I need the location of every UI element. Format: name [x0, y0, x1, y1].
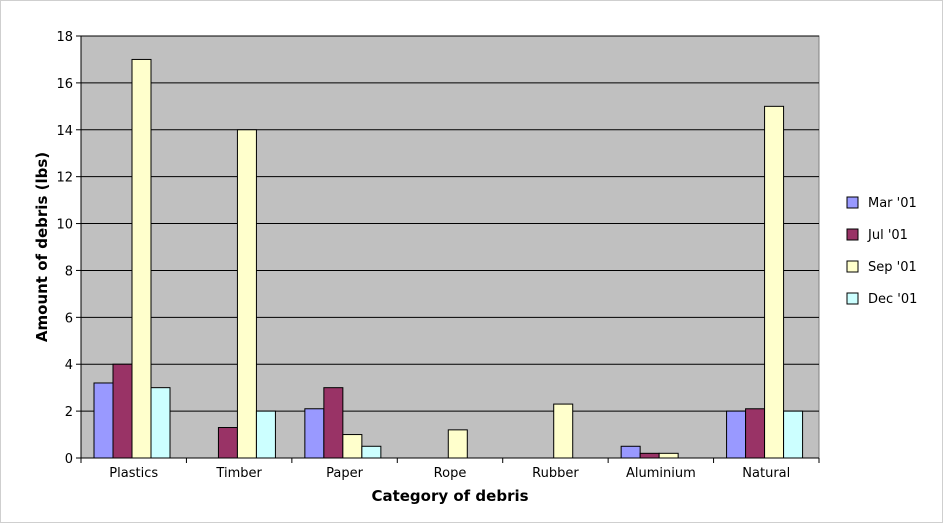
bar-plastics-0 — [93, 382, 114, 459]
y-tick-label: 6 — [65, 311, 73, 326]
legend-swatch — [846, 228, 859, 241]
x-tick-label: Timber — [215, 466, 262, 481]
x-tick-label: Plastics — [109, 466, 158, 481]
y-tick-labels: 0 2 4 6 8 10 12 14 16 18 — [56, 30, 73, 467]
legend-swatch — [846, 292, 859, 305]
gridlines — [81, 35, 819, 412]
bar-natural-2 — [764, 105, 785, 459]
bar-timber-3 — [255, 410, 276, 459]
bar-paper-1 — [323, 387, 344, 459]
legend-swatch — [846, 260, 859, 273]
axes — [76, 35, 820, 463]
bar-plastics-1 — [112, 363, 133, 459]
bar-aluminium-2 — [658, 452, 679, 459]
y-tick-label: 2 — [65, 405, 73, 420]
x-tick-label: Aluminium — [626, 466, 696, 481]
bar-paper-3 — [361, 445, 382, 459]
bars — [93, 58, 804, 459]
y-tick-label: 16 — [56, 77, 73, 92]
bar-timber-2 — [236, 129, 257, 459]
x-tick-label: Rope — [434, 466, 467, 481]
y-tick-label: 10 — [56, 218, 73, 233]
x-tick-labels: Plastics Timber Paper Rope Rubber Aluminium Na… — [109, 466, 790, 481]
y-axis-title: Amount of debris (lbs) — [33, 152, 51, 342]
y-tick-label: 14 — [56, 124, 73, 139]
plot-area — [80, 35, 820, 459]
y-tick-label: 0 — [65, 452, 73, 467]
legend-label: Mar '01 — [868, 196, 917, 211]
legend: Mar '01 Jul '01 Sep '01 Dec '01 — [846, 196, 917, 307]
bar-plastics-2 — [131, 58, 152, 459]
legend-label: Dec '01 — [868, 292, 917, 307]
x-tick-label: Paper — [326, 466, 363, 481]
legend-label: Sep '01 — [868, 260, 917, 275]
bar-rope-2 — [447, 429, 468, 459]
x-axis-title: Category of debris — [371, 487, 528, 505]
bar-paper-2 — [342, 434, 363, 459]
bar-aluminium-1 — [639, 452, 660, 459]
x-tick-label: Natural — [742, 466, 790, 481]
bar-natural-0 — [726, 410, 747, 459]
x-tick-label: Rubber — [532, 466, 579, 481]
bar-aluminium-0 — [620, 445, 641, 459]
legend-label: Jul '01 — [867, 228, 908, 243]
bar-natural-1 — [745, 408, 766, 459]
bar-natural-3 — [783, 410, 804, 459]
legend-swatch — [846, 196, 859, 209]
bar-rubber-2 — [553, 403, 574, 459]
y-tick-label: 8 — [65, 264, 73, 279]
bar-timber-1 — [217, 427, 238, 459]
y-tick-label: 18 — [56, 30, 73, 45]
y-tick-label: 12 — [56, 171, 73, 186]
bar-paper-0 — [304, 408, 325, 459]
y-tick-label: 4 — [65, 358, 73, 373]
bar-plastics-3 — [150, 387, 171, 459]
